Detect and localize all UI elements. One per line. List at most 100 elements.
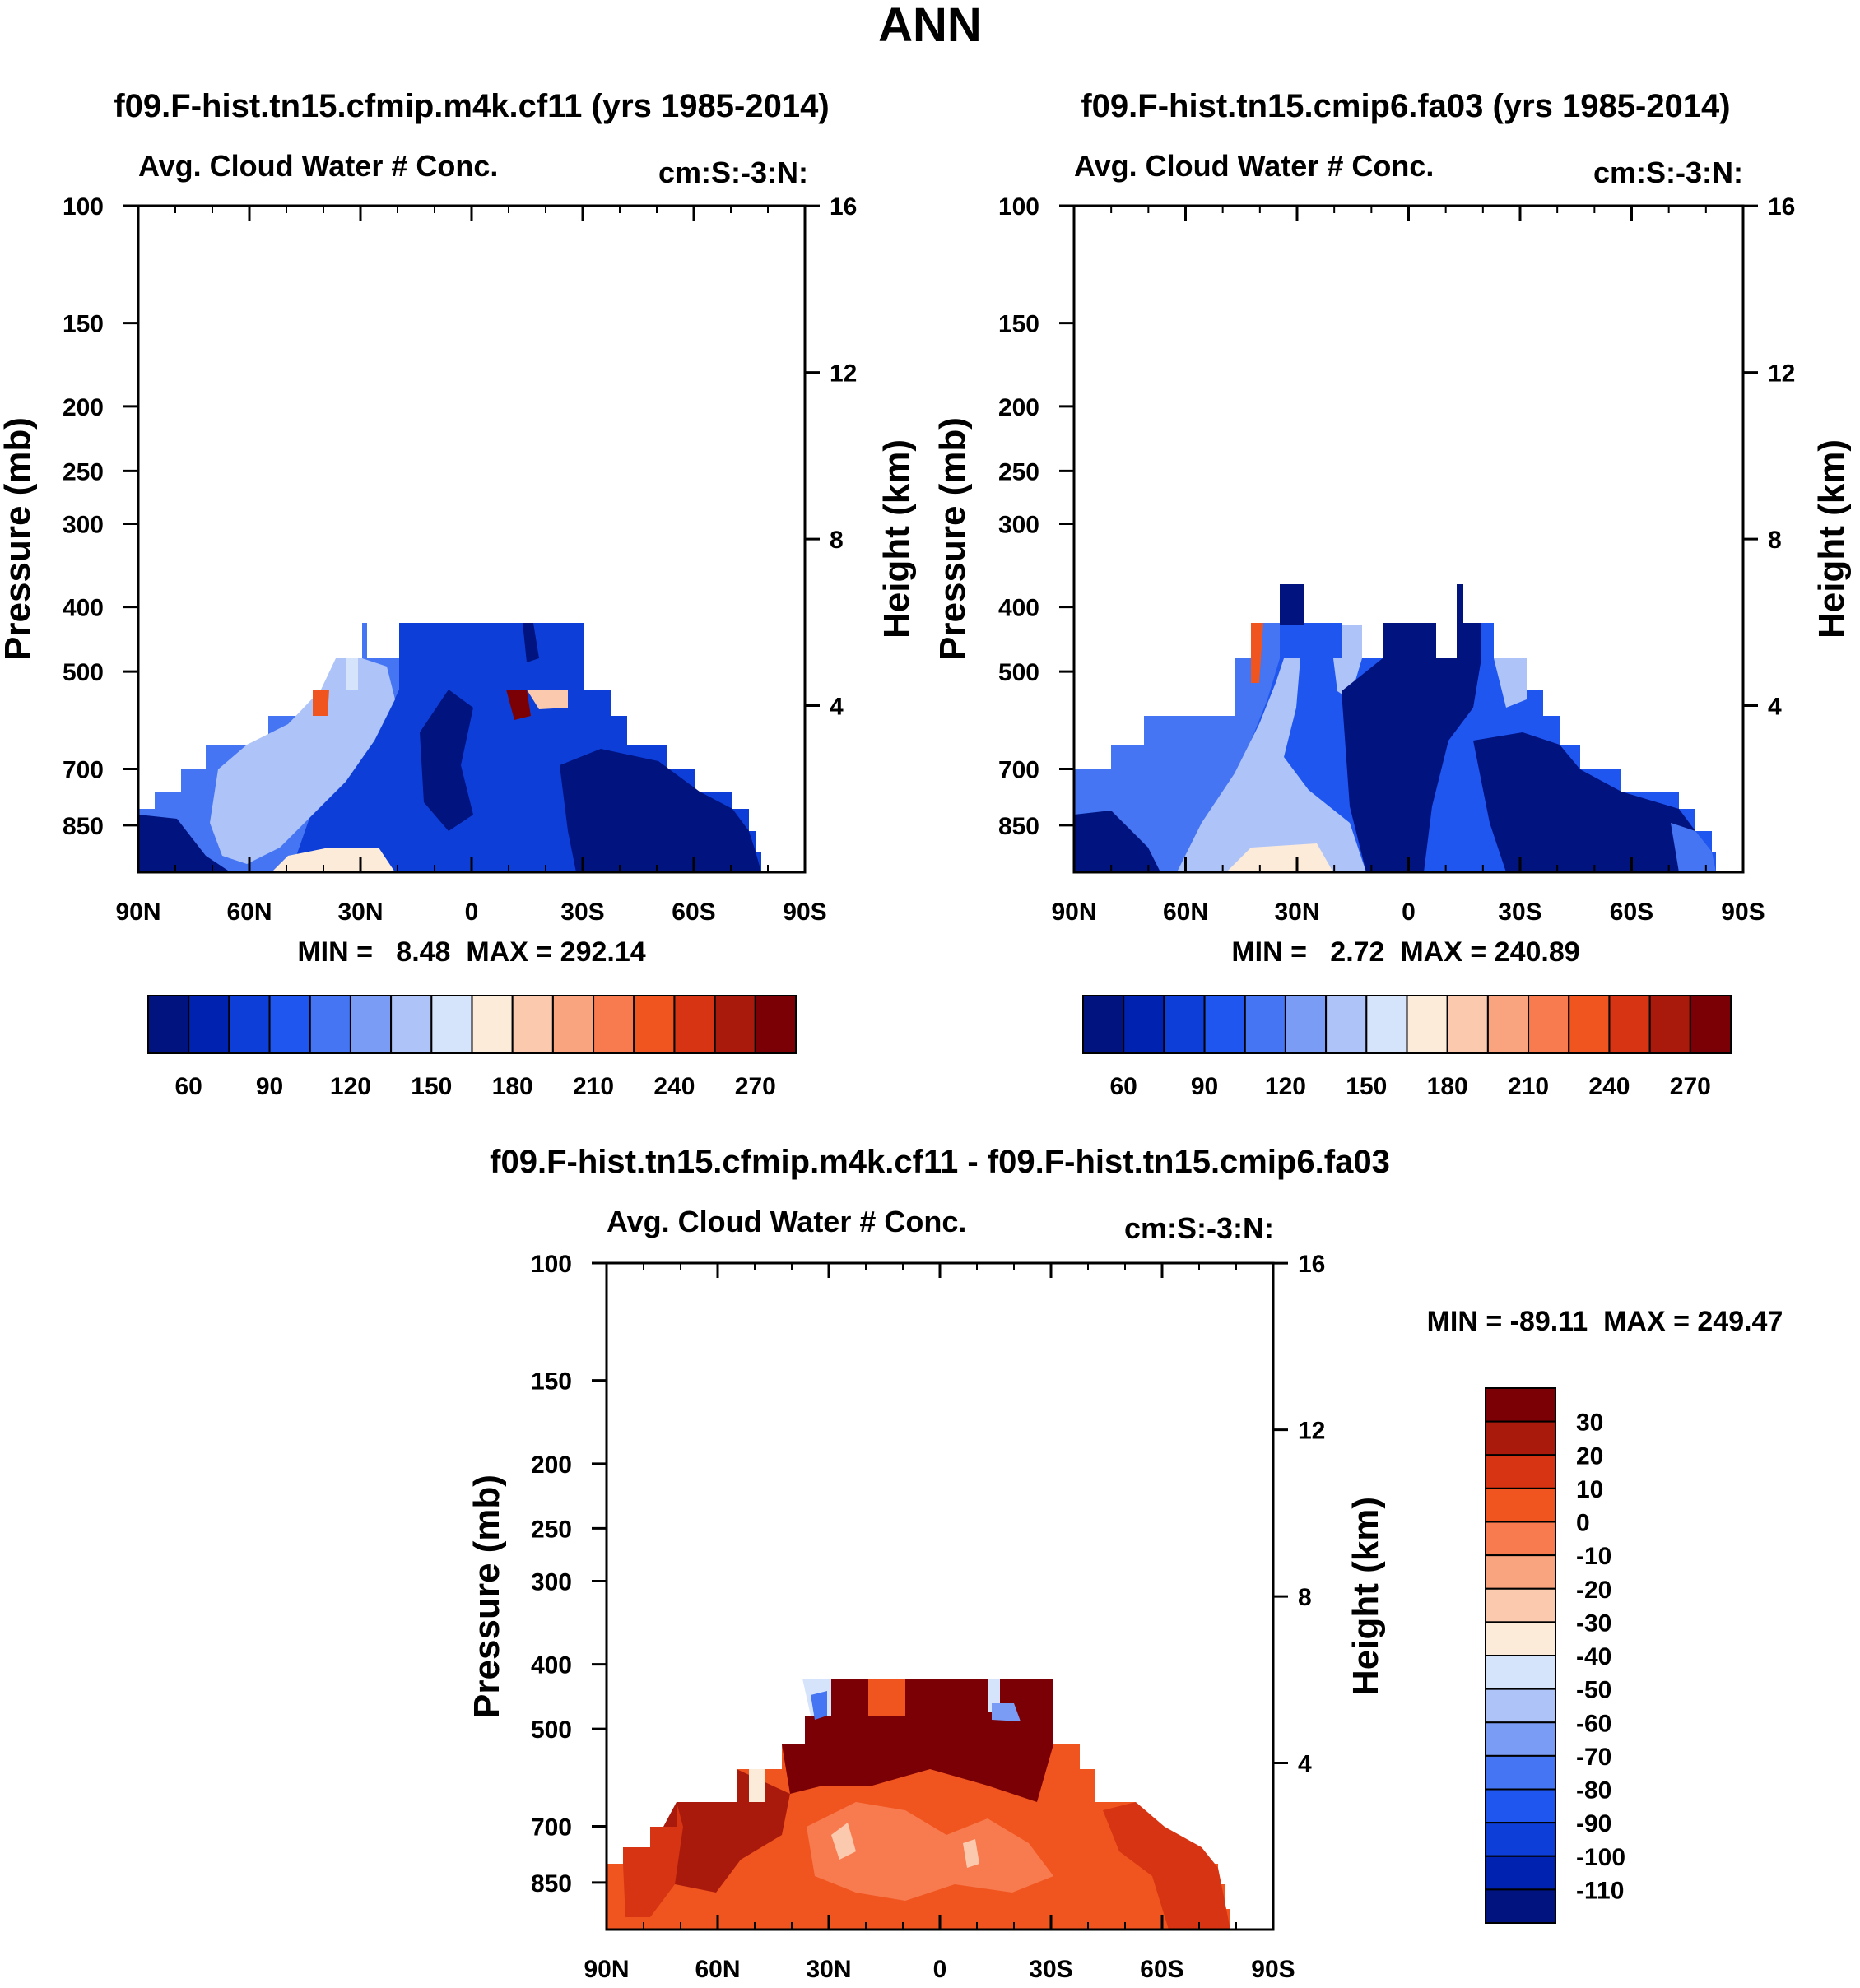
colorbar-box <box>188 995 230 1054</box>
colorbar-box <box>754 995 797 1054</box>
colorbar-label: 240 <box>653 1073 695 1100</box>
y-tick-label: 250 <box>998 458 1039 485</box>
units-label: cm:S:-3:N: <box>658 156 808 189</box>
units-label: cm:S:-3:N: <box>1124 1211 1274 1245</box>
colorbar-box <box>593 995 635 1054</box>
y2-tick-label: 4 <box>830 694 844 721</box>
y2-tick-label: 16 <box>1298 1251 1325 1278</box>
x-tick-label: 30N <box>1274 899 1319 926</box>
x-ticks: 90N 60N 30N 0 30S 60S 90S <box>584 1263 1295 1983</box>
x-tick-label: 60S <box>1140 1956 1183 1983</box>
colorbar-label: 30 <box>1576 1410 1603 1437</box>
y2-axis-label: Height (km) <box>877 439 917 639</box>
colorbar-label: 10 <box>1576 1476 1603 1503</box>
y-tick-label: 150 <box>998 311 1039 338</box>
colorbar-box <box>1365 995 1408 1054</box>
y-ticks: 100 150 200 250 300 400 500 700 850 <box>531 1251 607 1897</box>
y-tick-label: 400 <box>531 1652 572 1679</box>
colorbar-box <box>349 995 393 1054</box>
variable-label: Avg. Cloud Water # Conc. <box>1074 149 1434 183</box>
colorbar-box <box>1485 1721 1556 1757</box>
y-tick-label: 850 <box>998 813 1039 840</box>
colorbar-label: 210 <box>1508 1073 1549 1100</box>
colorbar-label: 90 <box>1191 1073 1218 1100</box>
colorbar-box <box>268 995 311 1054</box>
colorbar-box <box>1406 995 1448 1054</box>
colorbar-box <box>511 995 554 1054</box>
y-tick-label: 700 <box>531 1814 572 1842</box>
y-tick-label: 100 <box>531 1251 572 1278</box>
colorbar-label: 90 <box>256 1073 283 1100</box>
colorbar-box <box>1485 1855 1556 1891</box>
y-tick-label: 150 <box>531 1368 572 1396</box>
colorbar-label: -110 <box>1576 1877 1624 1904</box>
x-tick-label: 0 <box>465 899 479 926</box>
y2-tick-label: 8 <box>1298 1584 1312 1611</box>
colorbar-box <box>1163 995 1206 1054</box>
y-tick-label: 150 <box>63 311 104 338</box>
x-ticks: 90N 60N 30N 0 30S 60S 90S <box>115 206 827 926</box>
y-tick-label: 850 <box>63 813 104 840</box>
y-tick-label: 100 <box>998 193 1039 221</box>
x-tick-label: 30S <box>1498 899 1541 926</box>
colorbar-box <box>1203 995 1246 1054</box>
colorbar-label: 180 <box>1427 1073 1468 1100</box>
colorbar-box <box>147 995 190 1054</box>
x-tick-label: 0 <box>933 1956 947 1983</box>
colorbar-box <box>1485 1387 1556 1423</box>
colorbar-box <box>1485 1754 1556 1791</box>
stats-label: MIN = 2.72 MAX = 240.89 <box>1231 936 1579 968</box>
y2-tick-label: 16 <box>830 193 857 221</box>
colorbar-box <box>1608 995 1651 1054</box>
colorbar-box <box>714 995 756 1054</box>
y-tick-label: 300 <box>998 511 1039 538</box>
colorbar-label: 60 <box>1110 1073 1137 1100</box>
x-ticks: 90N 60N 30N 0 30S 60S 90S <box>1051 206 1765 926</box>
colorbar-label: 240 <box>1588 1073 1630 1100</box>
y-tick-label: 400 <box>998 595 1039 622</box>
data-field <box>1074 584 1716 872</box>
y-tick-label: 300 <box>63 511 104 538</box>
colorbar-label: -90 <box>1576 1810 1611 1837</box>
colorbar-box <box>1485 1587 1556 1623</box>
panel-top-left: f09.F-hist.tn15.cfmip.m4k.cf11 (yrs 1985… <box>0 88 917 1100</box>
x-tick-label: 90N <box>584 1956 629 1983</box>
x-tick-label: 30S <box>560 899 604 926</box>
panel-top-right: f09.F-hist.tn15.cmip6.fa03 (yrs 1985-201… <box>932 88 1852 1100</box>
panel-title: f09.F-hist.tn15.cfmip.m4k.cf11 - f09.F-h… <box>490 1144 1390 1180</box>
colorbar: 60 90 120 150 180 210 240 270 <box>1082 995 1732 1100</box>
y-tick-label: 100 <box>63 193 104 221</box>
x-tick-label: 60N <box>1163 899 1208 926</box>
colorbar-box <box>1123 995 1165 1054</box>
colorbar-box <box>551 995 595 1054</box>
colorbar-box <box>1485 1521 1556 1557</box>
y2-tick-label: 12 <box>1768 360 1795 388</box>
colorbar-box <box>1284 995 1328 1054</box>
x-tick-label: 0 <box>1402 899 1416 926</box>
colorbar-label: 210 <box>573 1073 614 1100</box>
x-tick-label: 90S <box>783 899 826 926</box>
y-axis-label: Pressure (mb) <box>467 1475 507 1718</box>
y-axis-label: Pressure (mb) <box>932 417 973 661</box>
colorbar-box <box>1568 995 1611 1054</box>
units-label: cm:S:-3:N: <box>1593 156 1743 189</box>
variable-label: Avg. Cloud Water # Conc. <box>607 1205 966 1238</box>
colorbar-label: -40 <box>1576 1643 1611 1670</box>
y-tick-label: 850 <box>531 1870 572 1897</box>
colorbar-box <box>1528 995 1570 1054</box>
y-tick-label: 250 <box>531 1516 572 1543</box>
y2-ticks: 16 12 8 4 <box>805 193 857 721</box>
y2-ticks: 16 12 8 4 <box>1743 193 1795 721</box>
colorbar-label: -50 <box>1576 1677 1611 1704</box>
colorbar-box <box>1244 995 1286 1054</box>
colorbar-label: 150 <box>411 1073 452 1100</box>
y-tick-label: 700 <box>63 757 104 784</box>
colorbar-label: 150 <box>1346 1073 1387 1100</box>
colorbar-label: -80 <box>1576 1777 1611 1805</box>
colorbar-box <box>1325 995 1368 1054</box>
x-tick-label: 30N <box>337 899 383 926</box>
colorbar-box <box>1446 995 1489 1054</box>
y2-tick-label: 12 <box>830 360 857 388</box>
colorbar-box <box>1485 1554 1556 1590</box>
